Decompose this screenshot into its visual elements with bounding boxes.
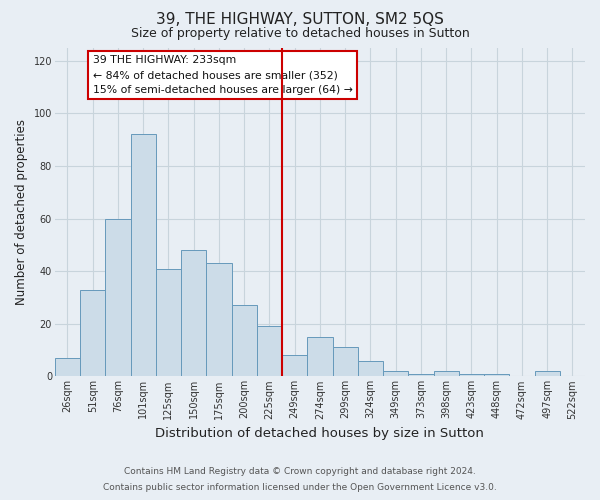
Text: 39 THE HIGHWAY: 233sqm
← 84% of detached houses are smaller (352)
15% of semi-de: 39 THE HIGHWAY: 233sqm ← 84% of detached…	[93, 56, 353, 95]
Bar	[408, 374, 434, 376]
Bar	[55, 358, 80, 376]
X-axis label: Distribution of detached houses by size in Sutton: Distribution of detached houses by size …	[155, 427, 484, 440]
Text: Contains public sector information licensed under the Open Government Licence v3: Contains public sector information licen…	[103, 484, 497, 492]
Bar	[232, 306, 257, 376]
Bar	[257, 326, 282, 376]
Bar	[106, 218, 131, 376]
Bar	[131, 134, 156, 376]
Bar	[307, 337, 332, 376]
Text: Size of property relative to detached houses in Sutton: Size of property relative to detached ho…	[131, 28, 469, 40]
Bar	[484, 374, 509, 376]
Bar	[383, 371, 408, 376]
Bar	[181, 250, 206, 376]
Bar	[358, 360, 383, 376]
Bar	[156, 268, 181, 376]
Text: 39, THE HIGHWAY, SUTTON, SM2 5QS: 39, THE HIGHWAY, SUTTON, SM2 5QS	[156, 12, 444, 28]
Bar	[80, 290, 106, 376]
Y-axis label: Number of detached properties: Number of detached properties	[15, 119, 28, 305]
Bar	[206, 264, 232, 376]
Bar	[459, 374, 484, 376]
Bar	[434, 371, 459, 376]
Bar	[282, 356, 307, 376]
Bar	[535, 371, 560, 376]
Text: Contains HM Land Registry data © Crown copyright and database right 2024.: Contains HM Land Registry data © Crown c…	[124, 467, 476, 476]
Bar	[332, 348, 358, 376]
